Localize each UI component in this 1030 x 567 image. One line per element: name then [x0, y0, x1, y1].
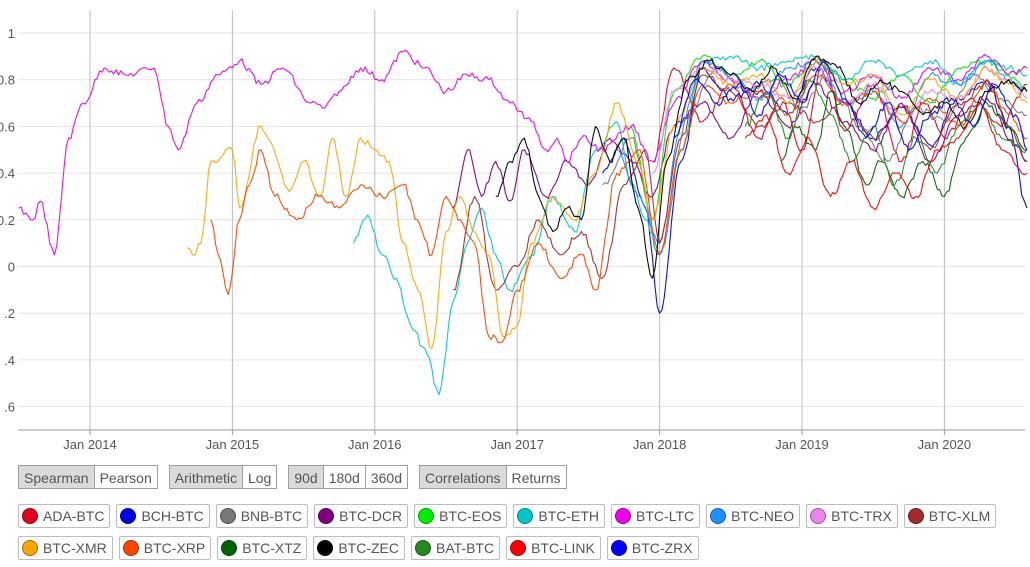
legend-row-2: BTC-XMR BTC-XRP BTC-XTZ BTC-ZEC BAT-BTC BTC-L…: [18, 536, 1030, 560]
spearman-button[interactable]: Spearman: [18, 465, 95, 489]
series-line-btc-zrx: [673, 60, 1028, 151]
series-line-btc-zec: [495, 55, 1028, 279]
legend-item-btc-eth[interactable]: BTC-ETH: [513, 504, 606, 528]
legend-swatch-icon: [615, 508, 632, 524]
x-tick-label: Jan 2015: [206, 437, 260, 452]
legend-swatch-icon: [318, 508, 335, 524]
legend-label: BTC-ZRX: [631, 540, 693, 556]
legend-swatch-icon: [317, 540, 334, 556]
legend-item-btc-eos[interactable]: BTC-EOS: [414, 504, 508, 528]
y-tick-label: 0.8: [0, 73, 15, 88]
correlations-button[interactable]: Correlations: [419, 465, 507, 489]
legend-label: BTC-DCR: [339, 508, 403, 524]
y-tick-label: 0.6: [0, 119, 15, 134]
pearson-button[interactable]: Pearson: [94, 465, 158, 489]
arithmetic-button[interactable]: Arithmetic: [168, 465, 243, 489]
legend-item-btc-xlm[interactable]: BTC-XLM: [903, 504, 997, 528]
mode-toggle: Correlations Returns: [419, 465, 567, 489]
legend-swatch-icon: [710, 508, 727, 524]
legend-swatch-icon: [907, 508, 924, 524]
legend-label: BAT-BTC: [436, 540, 495, 556]
legend-label: BTC-LTC: [636, 508, 695, 524]
legend-item-btc-link[interactable]: BTC-LINK: [506, 536, 601, 560]
legend-swatch-icon: [810, 508, 827, 524]
legend-label: BTC-TRX: [831, 508, 892, 524]
legend-label: BTC-ETH: [538, 508, 600, 524]
series-line-btc-xlm: [452, 74, 1028, 291]
series-line-bat-btc: [744, 79, 1028, 187]
y-tick-label: 0.4: [0, 166, 15, 181]
legend-label: BTC-XLM: [928, 508, 991, 524]
x-tick-label: Jan 2017: [490, 437, 544, 452]
legend-item-btc-zec[interactable]: BTC-ZEC: [313, 536, 406, 560]
legend-swatch-icon: [415, 540, 432, 556]
legend-item-btc-trx[interactable]: BTC-TRX: [806, 504, 898, 528]
series-line-btc-link: [744, 102, 1028, 211]
log-button[interactable]: Log: [242, 465, 278, 489]
legend-label: BTC-ZEC: [338, 540, 400, 556]
series-line-btc-ltc: [18, 49, 1028, 256]
legend-label: BTC-XRP: [143, 540, 206, 556]
series-line-btc-xtz: [780, 90, 1028, 199]
legend-swatch-icon: [221, 540, 238, 556]
window-90d-button[interactable]: 90d: [288, 465, 324, 489]
legend-item-bnb-btc[interactable]: BNB-BTC: [215, 504, 309, 528]
legend-item-ada-btc[interactable]: ADA-BTC: [18, 504, 111, 528]
series-line-btc-dcr: [452, 81, 1028, 209]
x-tick-label: Jan 2019: [775, 437, 829, 452]
legend-item-bch-btc[interactable]: BCH-BTC: [116, 504, 210, 528]
legend-item-btc-dcr[interactable]: BTC-DCR: [314, 504, 409, 528]
window-toggle: 90d 180d 360d: [288, 465, 409, 489]
window-360d-button[interactable]: 360d: [365, 465, 409, 489]
series-line-bch-btc: [602, 67, 1028, 314]
x-tick-label: Jan 2018: [633, 437, 687, 452]
x-tick-label: Jan 2016: [348, 437, 402, 452]
legend-swatch-icon: [122, 540, 139, 556]
legend-row-1: ADA-BTC BCH-BTC BNB-BTC BTC-DCR BTC-EOS BTC-E…: [18, 504, 1030, 528]
y-tick-label: .6: [4, 400, 15, 415]
grid-lines: [18, 10, 1025, 430]
x-tick-label: Jan 2014: [63, 437, 117, 452]
legend-item-btc-ltc[interactable]: BTC-LTC: [611, 504, 701, 528]
scale-toggle: Arithmetic Log: [168, 465, 278, 489]
legend-swatch-icon: [510, 540, 527, 556]
legend-item-btc-xtz[interactable]: BTC-XTZ: [217, 536, 308, 560]
legend-label: ADA-BTC: [43, 508, 105, 524]
legend-label: BTC-XMR: [43, 540, 107, 556]
legend-label: BTC-EOS: [439, 508, 502, 524]
legend-swatch-icon: [22, 540, 38, 556]
x-tick-label: Jan 2020: [918, 437, 972, 452]
legend-item-btc-xmr[interactable]: BTC-XMR: [18, 536, 113, 560]
legend-swatch-icon: [120, 508, 137, 524]
legend-item-btc-xrp[interactable]: BTC-XRP: [118, 536, 212, 560]
series-line-btc-eth: [352, 54, 1028, 396]
legend-swatch-icon: [610, 540, 627, 556]
method-toggle: Spearman Pearson: [18, 465, 158, 489]
series-lines: [18, 49, 1028, 396]
y-tick-label: .2: [4, 306, 15, 321]
window-180d-button[interactable]: 180d: [323, 465, 366, 489]
y-tick-label: 1: [8, 26, 15, 41]
legend-label: BNB-BTC: [240, 508, 303, 524]
series-line-btc-xmr: [186, 58, 1028, 349]
legend-label: BCH-BTC: [141, 508, 204, 524]
legend-label: BTC-NEO: [731, 508, 795, 524]
series-line-btc-eos: [630, 54, 1028, 221]
chart-controls: Spearman Pearson Arithmetic Log 90d 180d…: [18, 465, 578, 489]
legend-swatch-icon: [418, 508, 435, 524]
legend-swatch-icon: [517, 508, 534, 524]
y-tick-label: 0.2: [0, 213, 15, 228]
returns-button[interactable]: Returns: [506, 465, 567, 489]
legend-label: BTC-XTZ: [242, 540, 302, 556]
y-tick-label: .4: [4, 353, 15, 368]
legend-item-btc-neo[interactable]: BTC-NEO: [706, 504, 801, 528]
legend-item-btc-zrx[interactable]: BTC-ZRX: [606, 536, 699, 560]
legend-swatch-icon: [219, 508, 236, 524]
legend-swatch-icon: [22, 508, 38, 524]
legend-item-bat-btc[interactable]: BAT-BTC: [411, 536, 501, 560]
legend-label: BTC-LINK: [531, 540, 595, 556]
y-tick-label: 0: [8, 260, 15, 275]
